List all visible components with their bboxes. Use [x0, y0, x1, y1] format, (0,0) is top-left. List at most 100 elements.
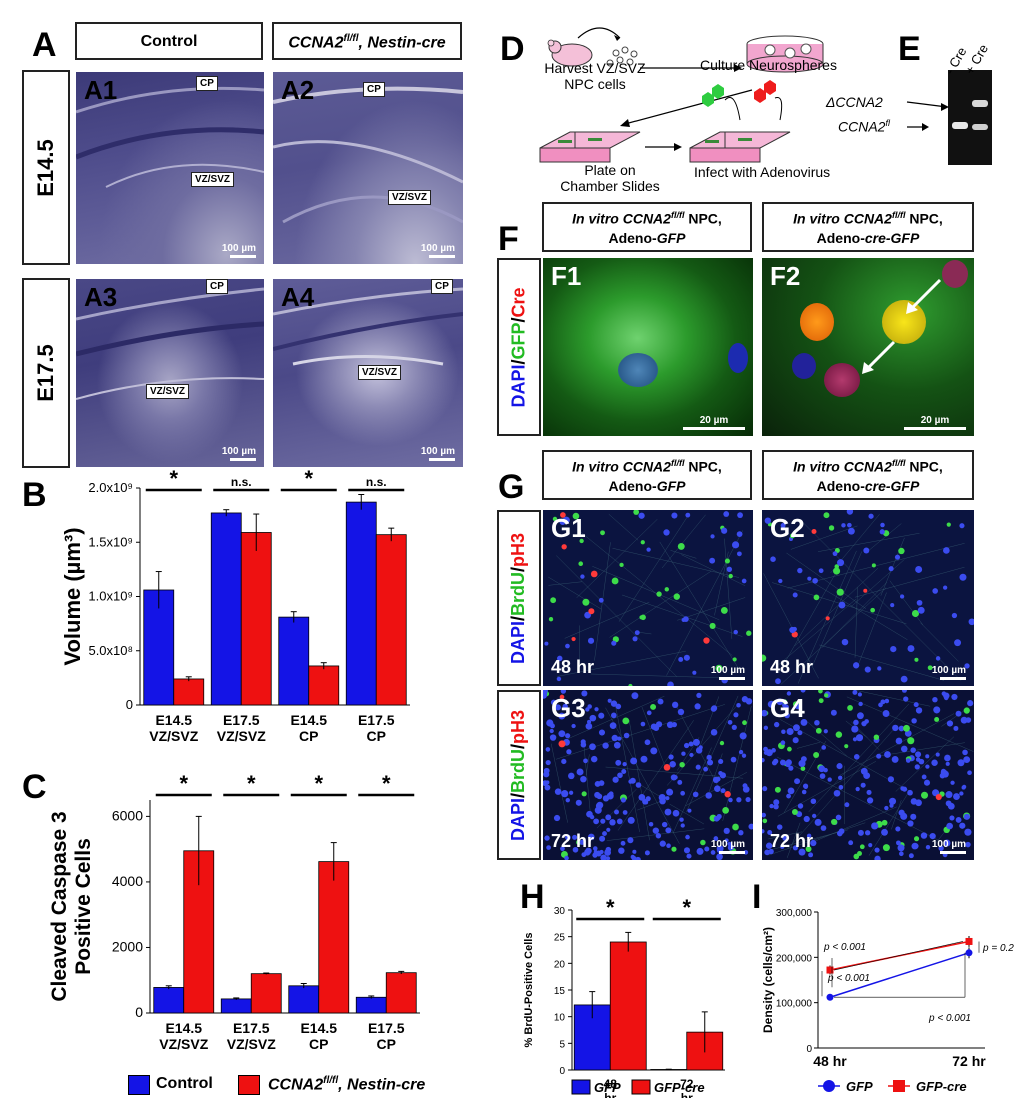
cell-nucleus	[900, 786, 905, 791]
cell-nucleus	[864, 830, 871, 836]
cell-nucleus	[770, 556, 776, 562]
cell-nucleus	[935, 793, 942, 801]
x-tick-label: 72 hr	[680, 1077, 694, 1098]
cell-nucleus	[838, 784, 844, 790]
cell-nucleus	[915, 707, 923, 714]
bar-control	[153, 987, 185, 1014]
p-value-label: p < 0.001	[823, 942, 866, 953]
cell-nucleus	[915, 751, 922, 758]
cell-nucleus	[732, 657, 737, 662]
y-axis-label: % BrdU-Positive Cells	[523, 933, 535, 1048]
cell-nucleus	[907, 645, 915, 653]
cell-nucleus	[797, 567, 803, 574]
cell-nucleus	[600, 530, 605, 536]
cell-nucleus	[943, 547, 950, 554]
bar-mutant	[250, 973, 282, 1014]
a1-tissue-lines	[76, 86, 264, 188]
cell-nucleus	[864, 666, 871, 673]
stain-label-g-bottom: DAPI/BrdU/pH3	[497, 690, 541, 860]
cell-nucleus	[889, 803, 894, 808]
cell-nucleus	[900, 745, 908, 753]
cell-nucleus	[852, 662, 860, 669]
neurite	[819, 644, 945, 681]
neurite	[858, 592, 887, 664]
cell-nucleus	[646, 547, 651, 552]
cell-nucleus	[836, 763, 843, 770]
micrograph-a1: A1 CP VZ/SVZ 100 µm	[76, 72, 264, 264]
neurite	[583, 745, 592, 820]
panel-label-i: I	[752, 878, 762, 916]
significance-label: *	[606, 895, 615, 920]
cell-nucleus	[709, 622, 716, 629]
cell-nucleus	[921, 774, 927, 780]
scale-bar: 100 µm	[711, 665, 745, 680]
cell-field	[762, 690, 974, 860]
neurite	[889, 580, 924, 626]
cell-nucleus	[663, 529, 670, 536]
cell-nucleus	[767, 700, 775, 708]
cell-nucleus	[917, 606, 925, 614]
cell-nucleus	[943, 692, 950, 699]
workflow-plate-text: Plate on Chamber Slides	[560, 162, 660, 194]
cell-nucleus	[613, 741, 621, 749]
cell-nucleus	[762, 757, 765, 763]
cell-nucleus	[688, 741, 694, 747]
x-tick-label: E17.5 VZ/SVZ	[217, 712, 266, 744]
cell-nucleus	[609, 722, 617, 729]
cp-tag: CP	[431, 279, 453, 294]
cell-nucleus	[602, 742, 609, 749]
cell-nucleus	[685, 512, 691, 518]
cell-nucleus	[828, 525, 835, 531]
cell-nucleus	[837, 559, 845, 567]
neurite	[776, 756, 951, 847]
y-tick-label: 0	[126, 697, 133, 712]
cell-nucleus	[910, 747, 916, 753]
micrograph-a4: A4 CP VZ/SVZ 100 µm	[273, 279, 463, 467]
cell-nucleus	[962, 784, 967, 789]
cell-nucleus	[932, 696, 938, 703]
cell-nucleus	[863, 547, 870, 554]
cell-nucleus	[901, 690, 907, 693]
header-control-text: Control	[140, 32, 198, 50]
cell-nucleus	[581, 690, 588, 697]
data-point-gfp-cre	[826, 966, 834, 974]
y-tick-label: 5	[559, 1039, 565, 1050]
cell-nucleus	[967, 700, 974, 707]
cell-nucleus	[544, 835, 550, 841]
cell-nucleus	[605, 856, 611, 860]
cell-nucleus	[814, 720, 820, 726]
cell-nucleus	[932, 588, 939, 594]
cell-nucleus	[557, 655, 563, 662]
cell-nucleus	[776, 698, 784, 706]
cell-nucleus	[544, 784, 551, 791]
cell-nucleus	[801, 789, 807, 795]
cell-nucleus	[558, 712, 566, 720]
neurite	[780, 587, 887, 685]
cell-nucleus	[940, 769, 948, 777]
cell-nucleus	[810, 839, 817, 847]
cell-nucleus	[963, 756, 971, 764]
cell-nucleus	[736, 702, 741, 708]
cell-nucleus	[724, 838, 729, 843]
row-label-e145: E14.5	[22, 70, 70, 265]
cell-nucleus	[698, 745, 703, 750]
cell-nucleus	[619, 562, 624, 567]
cell-nucleus	[731, 541, 740, 549]
cell-nucleus	[907, 820, 914, 827]
cell-nucleus	[607, 698, 612, 703]
cell-nucleus	[846, 510, 854, 515]
chart-c: 0 2000 4000 6000 Cleaved Caspase 3Positive C…	[48, 771, 420, 1052]
cell-nucleus	[915, 757, 921, 762]
cell-nucleus	[620, 797, 626, 803]
cell-nucleus	[571, 636, 576, 642]
cell-nucleus	[882, 710, 890, 717]
micrograph-g3: G3 72 hr 100 µm	[543, 690, 753, 860]
cre-positive-nucleus	[800, 303, 834, 341]
cell-nucleus	[590, 755, 598, 763]
cell-nucleus	[604, 849, 612, 856]
cell-nucleus	[953, 793, 960, 800]
neurite	[557, 650, 686, 677]
neurite	[768, 822, 866, 856]
cell-nucleus	[727, 844, 734, 851]
